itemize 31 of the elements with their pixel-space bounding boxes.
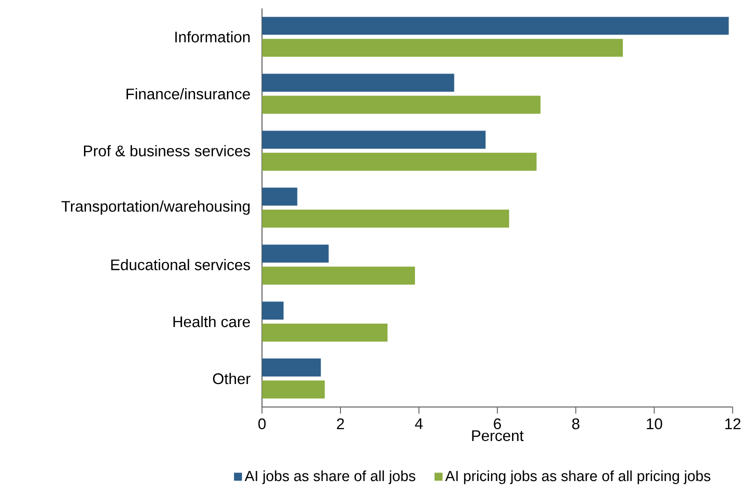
bar <box>262 130 486 149</box>
bar <box>262 74 454 92</box>
x-tick-label: 2 <box>336 418 344 430</box>
x-tick-label: 0 <box>258 418 266 430</box>
bar <box>262 302 284 320</box>
y-tick-label: Prof & business services <box>84 145 250 156</box>
bar <box>262 16 729 35</box>
x-axis-title: Percent <box>472 430 524 442</box>
bar <box>262 188 298 206</box>
x-tick-label: 12 <box>725 418 740 430</box>
x-tick-label: 10 <box>646 418 662 430</box>
y-tick-label: Other <box>213 372 250 384</box>
bar <box>262 210 510 228</box>
bar <box>262 152 537 171</box>
legend-label: AI jobs as share of all jobs <box>244 470 416 484</box>
bar <box>262 358 321 377</box>
legend-label: AI pricing jobs as share of all pricing jobs <box>445 470 710 484</box>
y-tick-label: Transportation/warehousing <box>61 200 250 215</box>
bar <box>262 266 415 285</box>
x-tick-label: 8 <box>572 418 580 430</box>
x-tick-label: 4 <box>414 418 423 429</box>
bar <box>262 380 325 399</box>
y-tick-label: Health care <box>173 316 250 328</box>
y-tick-label: Information <box>175 31 250 42</box>
y-tick-label: Finance/insurance <box>126 88 250 100</box>
bar <box>262 244 329 263</box>
y-tick-label: Educational services <box>111 259 250 270</box>
bar <box>262 324 388 342</box>
bar <box>262 96 540 114</box>
x-tick-label: 6 <box>494 418 501 430</box>
bar <box>262 38 623 57</box>
